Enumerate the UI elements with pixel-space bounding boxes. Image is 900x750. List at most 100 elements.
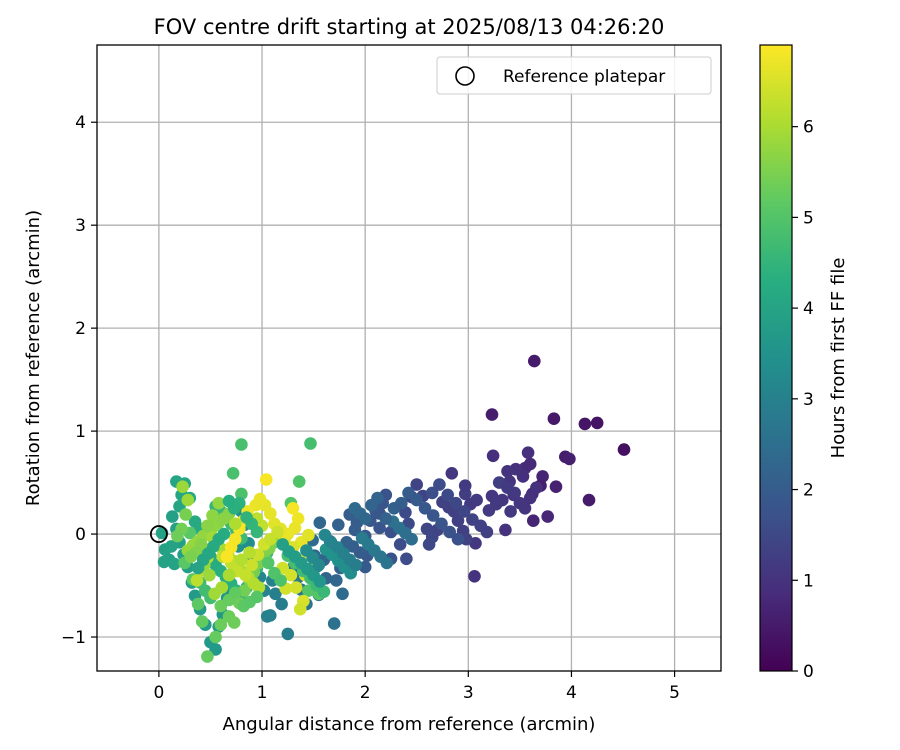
data-point	[228, 517, 242, 531]
data-point	[420, 522, 434, 536]
chart-title: FOV centre drift starting at 2025/08/13 …	[154, 15, 665, 39]
data-point	[184, 550, 198, 563]
data-point	[486, 449, 500, 463]
data-point	[521, 446, 535, 460]
data-point	[617, 443, 631, 456]
data-point	[518, 502, 532, 515]
y-axis-label: Rotation from reference (arcmin)	[23, 210, 44, 506]
data-point	[212, 496, 225, 510]
data-point	[358, 512, 372, 525]
data-point	[166, 510, 179, 523]
data-point	[179, 508, 192, 521]
colorbar-tick-label: 3	[803, 390, 814, 410]
grid-lines	[97, 45, 721, 671]
y-tick-label: 1	[75, 422, 86, 442]
data-point	[235, 438, 248, 451]
data-point	[549, 480, 563, 494]
data-point	[332, 518, 345, 532]
data-point	[313, 516, 327, 529]
data-point	[228, 586, 242, 600]
data-point	[227, 616, 241, 629]
data-point	[578, 417, 592, 431]
data-point	[470, 493, 483, 507]
data-point	[504, 505, 517, 518]
data-point	[201, 519, 214, 533]
data-point	[523, 457, 537, 471]
data-point	[261, 556, 275, 570]
y-tick-label: 2	[75, 319, 86, 339]
data-point	[235, 553, 248, 567]
x-tick-label: 2	[360, 683, 371, 703]
data-point	[541, 510, 554, 523]
data-point	[171, 529, 184, 543]
data-point	[313, 575, 327, 588]
data-point	[250, 590, 264, 604]
data-point	[260, 610, 274, 623]
data-point	[400, 552, 413, 566]
data-point	[206, 509, 219, 522]
data-point	[485, 408, 499, 421]
data-point	[165, 540, 178, 553]
colorbar-tick-label: 5	[803, 208, 814, 228]
colorbar-tick-label: 1	[803, 571, 814, 591]
data-point	[201, 650, 214, 663]
data-point	[284, 568, 298, 582]
data-point	[226, 467, 240, 480]
data-point	[523, 491, 537, 505]
colorbar-ticks: 0 1 2 3 4 5 6	[792, 118, 814, 682]
data-point	[547, 412, 561, 426]
y-axis-ticks: −1 0 1 2 3 4	[61, 113, 97, 648]
data-points	[155, 354, 631, 663]
data-point	[330, 574, 343, 587]
x-axis-label: Angular distance from reference (arcmin)	[223, 714, 596, 735]
data-point	[222, 494, 236, 508]
data-point	[373, 521, 386, 535]
data-point	[264, 532, 277, 546]
data-point	[528, 354, 541, 368]
x-tick-label: 0	[153, 683, 164, 703]
data-point	[168, 557, 181, 571]
x-tick-label: 5	[669, 683, 680, 703]
data-point	[220, 550, 234, 563]
y-tick-label: 3	[75, 216, 86, 236]
data-point	[302, 528, 315, 542]
data-point	[499, 523, 512, 537]
data-point	[275, 597, 288, 611]
data-point	[379, 512, 393, 525]
data-point	[457, 505, 471, 518]
data-point	[371, 491, 384, 505]
data-point	[590, 416, 604, 430]
data-point	[292, 475, 306, 488]
data-point	[418, 502, 432, 515]
data-point	[449, 496, 463, 510]
data-point	[468, 570, 481, 583]
data-point	[281, 527, 295, 541]
data-point	[240, 511, 253, 524]
y-tick-label: 4	[75, 113, 86, 133]
data-point	[208, 587, 221, 601]
data-point	[317, 585, 331, 598]
data-point	[259, 473, 273, 486]
data-point	[269, 587, 282, 601]
plot-frame	[96, 44, 722, 672]
data-point	[395, 496, 408, 510]
data-point	[527, 514, 540, 527]
data-point	[482, 504, 496, 517]
data-point	[222, 568, 236, 582]
x-axis-ticks: 0 1 2 3 4 5	[153, 671, 680, 703]
data-point	[458, 479, 472, 493]
colorbar-tick-label: 4	[803, 299, 814, 319]
data-point	[501, 465, 514, 478]
data-point	[433, 478, 446, 491]
y-tick-label: 0	[75, 525, 86, 545]
data-point	[176, 480, 189, 494]
data-point	[402, 486, 415, 500]
data-point	[530, 481, 543, 495]
x-tick-label: 4	[566, 683, 577, 703]
colorbar-gradient	[759, 44, 793, 672]
data-point	[274, 574, 287, 587]
legend-marker-icon	[455, 66, 475, 86]
data-point	[289, 581, 303, 594]
data-point	[327, 617, 341, 630]
